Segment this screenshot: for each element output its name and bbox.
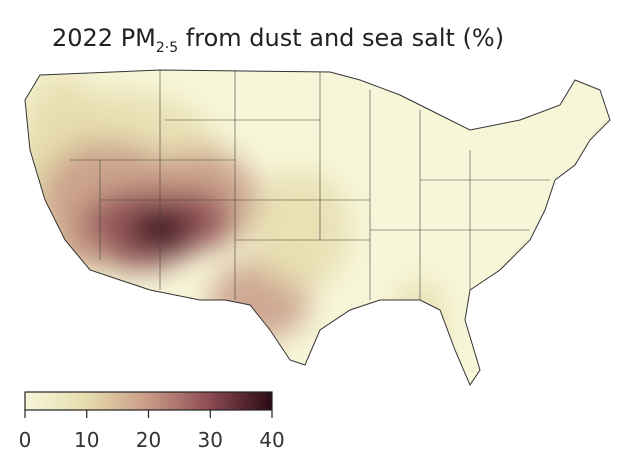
colorbar-tick-label: 10 xyxy=(74,428,99,452)
colorbar-tick-label: 40 xyxy=(259,428,284,452)
us-outline xyxy=(24,69,611,387)
colorbar-tick-label: 0 xyxy=(19,428,32,452)
colorbar xyxy=(24,391,273,411)
colorbar-tick-label: 30 xyxy=(198,428,223,452)
colorbar-tick-label: 20 xyxy=(136,428,161,452)
map-title: 2022 PM2·5 from dust and sea salt (%) xyxy=(52,24,504,56)
state-borders xyxy=(70,70,550,300)
shade xyxy=(250,170,350,290)
us-map xyxy=(25,70,610,385)
